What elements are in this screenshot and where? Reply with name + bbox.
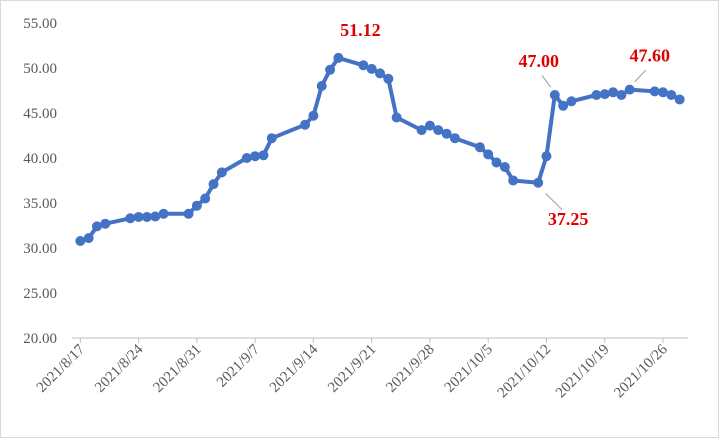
y-tick-label: 25.00 — [23, 286, 57, 302]
data-point — [158, 208, 169, 219]
leader-line — [541, 75, 552, 88]
data-point — [508, 175, 519, 186]
data-point — [416, 125, 427, 136]
data-point — [83, 233, 94, 244]
data-point — [658, 87, 669, 98]
data-label: 47.60 — [629, 46, 670, 66]
data-point — [616, 90, 627, 100]
data-point — [483, 149, 494, 160]
data-point — [191, 200, 202, 211]
y-tick-label: 50.00 — [23, 61, 57, 77]
data-point — [308, 110, 319, 121]
y-tick-label: 55.00 — [23, 16, 57, 32]
data-point — [100, 218, 111, 229]
data-point — [591, 90, 602, 100]
data-point — [250, 151, 261, 162]
data-point — [200, 193, 211, 204]
data-point — [433, 125, 444, 136]
data-point — [300, 119, 311, 130]
data-point — [91, 221, 102, 232]
data-point — [674, 94, 685, 105]
leader-line — [545, 193, 563, 211]
data-point — [533, 177, 544, 188]
y-tick-label: 30.00 — [23, 241, 57, 257]
y-tick-label: 35.00 — [23, 196, 57, 212]
data-point — [491, 157, 502, 168]
data-point — [208, 179, 219, 190]
data-point — [624, 84, 635, 95]
data-point — [266, 133, 277, 144]
data-point — [258, 150, 269, 161]
y-tick-label: 20.00 — [23, 331, 57, 347]
data-point — [183, 208, 194, 219]
data-point — [375, 68, 385, 79]
data-point — [391, 112, 402, 123]
data-point — [474, 142, 485, 153]
data-point — [599, 89, 610, 100]
data-point — [499, 162, 510, 172]
data-point — [133, 211, 144, 222]
data-point — [125, 213, 136, 224]
data-label: 47.00 — [519, 51, 560, 71]
data-point — [150, 211, 161, 222]
data-label: 51.12 — [340, 20, 381, 40]
data-point — [333, 52, 344, 63]
data-point — [558, 100, 569, 111]
data-point — [325, 64, 336, 75]
data-point — [241, 153, 252, 163]
data-point — [441, 128, 452, 139]
data-point — [541, 151, 552, 162]
leader-line — [634, 69, 647, 83]
data-point — [608, 87, 619, 98]
y-tick-label: 45.00 — [23, 106, 57, 122]
data-point — [449, 133, 460, 144]
data-point — [666, 90, 677, 100]
y-tick-label: 40.00 — [23, 151, 57, 167]
data-point — [316, 81, 327, 91]
data-point — [566, 96, 577, 107]
data-point — [649, 86, 660, 97]
data-point — [141, 211, 152, 222]
data-point — [549, 90, 560, 100]
data-label: 37.25 — [548, 209, 589, 229]
data-point — [216, 167, 227, 178]
data-point — [424, 120, 435, 131]
data-point — [75, 235, 86, 246]
data-point — [358, 60, 369, 71]
data-point — [383, 73, 394, 84]
data-point — [366, 63, 377, 74]
